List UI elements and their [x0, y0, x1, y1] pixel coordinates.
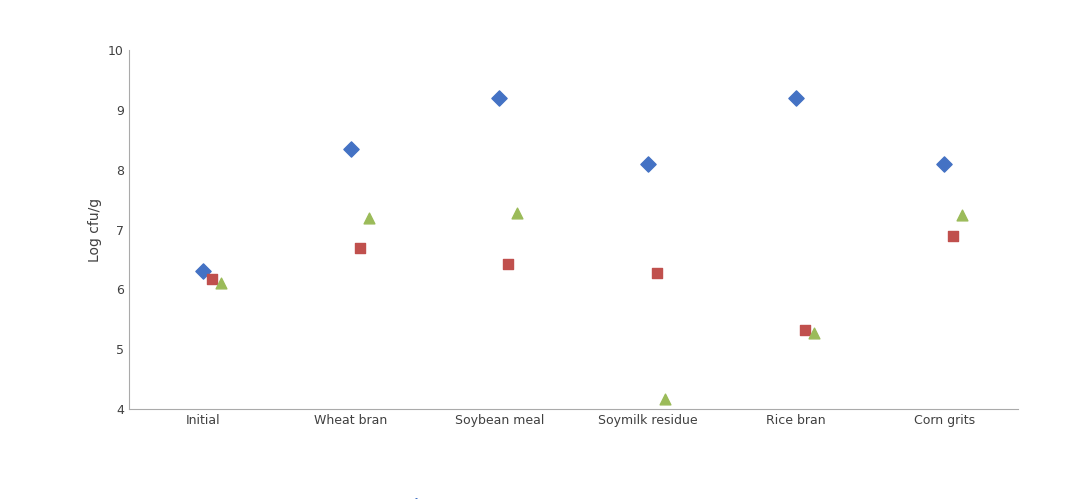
Yeast [212, 279, 229, 287]
Yeast [508, 209, 525, 217]
Lactic aicd bacteria [639, 160, 656, 168]
Bacillus [944, 232, 962, 240]
Yeast [657, 395, 674, 403]
Lactic aicd bacteria [342, 145, 359, 153]
Bacillus [352, 244, 369, 251]
Lactic aicd bacteria [491, 94, 508, 102]
Bacillus [500, 259, 517, 267]
Lactic aicd bacteria [936, 160, 953, 168]
Bacillus [203, 275, 220, 283]
Bacillus [796, 326, 814, 334]
Y-axis label: Log cfu/g: Log cfu/g [88, 198, 102, 261]
Lactic aicd bacteria [787, 94, 804, 102]
Lactic aicd bacteria [194, 267, 211, 275]
Yeast [953, 211, 970, 219]
Yeast [360, 214, 377, 222]
Bacillus [647, 269, 665, 277]
Yeast [805, 329, 822, 337]
Legend: Lactic aicd bacteria, Bacillus, Yeast: Lactic aicd bacteria, Bacillus, Yeast [399, 495, 748, 499]
